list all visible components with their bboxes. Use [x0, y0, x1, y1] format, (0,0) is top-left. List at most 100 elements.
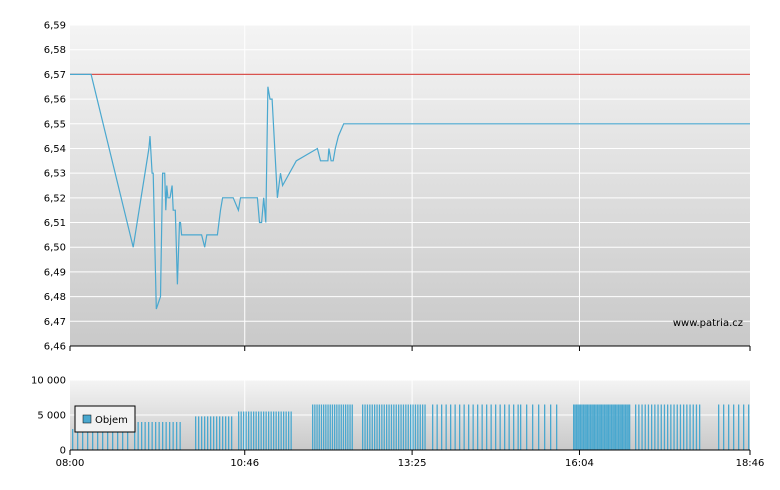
volume-bar — [388, 404, 390, 450]
volume-bar — [290, 411, 292, 450]
volume-bar — [468, 404, 470, 450]
volume-bar — [414, 404, 417, 450]
volume-bar — [320, 404, 323, 450]
volume-bar — [647, 404, 650, 450]
volume-bar — [463, 404, 465, 450]
x-tick-label: 16:04 — [565, 458, 594, 469]
volume-bar — [225, 416, 227, 450]
volume-bars — [72, 404, 750, 450]
volume-bar — [258, 411, 260, 450]
volume-bar — [127, 429, 129, 450]
volume-bar — [314, 404, 316, 450]
legend-label-objem: Objem — [95, 415, 128, 426]
volume-bar — [255, 411, 257, 450]
volume-bar — [585, 404, 587, 450]
volume-bar — [592, 404, 594, 450]
volume-bar — [336, 404, 338, 450]
volume-bar — [82, 429, 84, 450]
volume-bar — [663, 404, 666, 450]
volume-bar — [445, 404, 447, 450]
price-line — [70, 73, 750, 310]
volume-bar — [349, 404, 351, 450]
volume-bar — [165, 422, 167, 450]
price-y-tick-label: 6,52 — [44, 193, 66, 204]
volume-bar — [582, 404, 585, 450]
x-tick-label: 08:00 — [56, 458, 85, 469]
volume-bar — [538, 404, 540, 450]
legend-swatch — [82, 414, 92, 424]
volume-bar — [371, 404, 373, 450]
volume-bar — [219, 416, 221, 450]
volume-bar — [654, 404, 656, 450]
volume-bar — [574, 404, 576, 450]
volume-bar — [667, 404, 669, 450]
volume-bar — [441, 404, 443, 450]
volume-bar — [609, 404, 611, 450]
x-tick-label: 10:46 — [230, 458, 259, 469]
volume-bar — [240, 411, 242, 450]
price-panel: 6,59 6,58 6,57 6,56 6,55 6,54 6,53 6,52 6,51 6,50… — [44, 21, 751, 353]
volume-bar — [72, 429, 74, 450]
volume-bar — [532, 404, 534, 450]
volume-bar — [316, 404, 318, 450]
volume-bar — [250, 411, 252, 450]
volume-bar — [275, 411, 277, 450]
volume-bar — [273, 411, 275, 450]
price-y-tick-label: 6,56 — [44, 95, 66, 106]
volume-bar — [695, 404, 698, 450]
volume-bar — [424, 404, 426, 450]
volume-bar — [454, 404, 456, 450]
volume-bar — [718, 404, 720, 450]
volume-bar — [369, 404, 371, 450]
volume-bar — [148, 422, 150, 450]
volume-bar — [395, 404, 397, 450]
volume-bar — [390, 404, 393, 450]
volume-bar — [692, 404, 694, 450]
volume-bar — [268, 411, 270, 450]
volume-bar — [699, 404, 701, 450]
x-tick-label: 18:46 — [736, 458, 765, 469]
x-tick-label: 13:25 — [398, 458, 427, 469]
volume-bar — [581, 404, 583, 450]
volume-bar — [588, 404, 590, 450]
volume-bar — [393, 404, 395, 450]
volume-bar — [141, 422, 143, 450]
price-y-tick-label: 6,58 — [44, 45, 66, 56]
volume-bar — [378, 404, 381, 450]
volume-bar — [627, 404, 629, 450]
volume-bar — [151, 422, 153, 450]
volume-bar — [417, 404, 419, 450]
volume-bar — [436, 404, 438, 450]
volume-bar — [629, 404, 631, 450]
volume-bar — [689, 404, 691, 450]
volume-bar — [400, 404, 402, 450]
price-y-tick-label: 6,50 — [44, 243, 66, 254]
volume-bar — [402, 404, 405, 450]
volume-bar — [158, 422, 160, 450]
volume-bar — [495, 404, 497, 450]
volume-bar — [596, 404, 599, 450]
volume-bar — [204, 416, 206, 450]
volume-bar — [381, 404, 383, 450]
volume-bar — [122, 429, 124, 450]
volume-bar — [198, 416, 200, 450]
volume-bar — [644, 404, 646, 450]
volume-bar — [635, 404, 637, 450]
volume-bar — [577, 404, 579, 450]
volume-bar — [619, 404, 621, 450]
volume-bar — [612, 404, 614, 450]
volume-bar — [608, 404, 610, 450]
volume-bar — [102, 429, 104, 450]
volume-bar — [107, 429, 109, 450]
volume-bar — [419, 404, 421, 450]
volume-bar — [617, 404, 620, 450]
legend-box — [74, 405, 136, 433]
volume-bar — [605, 404, 607, 450]
volume-bar — [340, 404, 342, 450]
volume-bar — [238, 411, 240, 450]
volume-bar — [374, 404, 376, 450]
volume-bar — [651, 404, 653, 450]
volume-bar — [245, 411, 247, 450]
volume-bar — [743, 404, 745, 450]
volume-bar — [508, 404, 510, 450]
